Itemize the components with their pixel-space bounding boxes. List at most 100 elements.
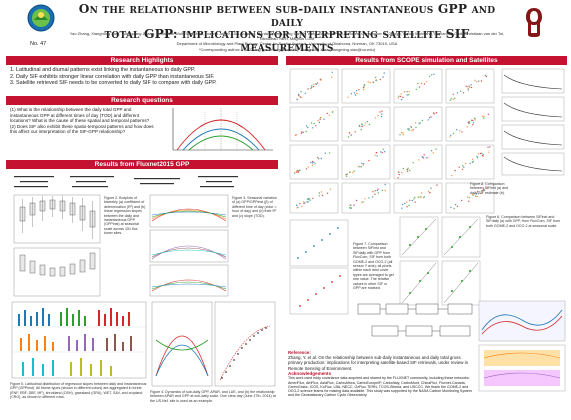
scatter-point [430,187,432,189]
scatter-point [363,86,365,88]
scatter-point [427,119,429,121]
questions-banner: Research questions [6,96,278,105]
scatter-point [318,121,321,124]
scatter-point [415,88,417,91]
scatter-point [324,152,326,154]
scatter-point [310,161,312,164]
scatter-point [397,177,399,179]
scatter-point [377,192,379,194]
scatter-point [320,116,322,119]
scatter-point [461,168,464,171]
scatter-point [355,89,358,92]
scatter-point [411,199,413,202]
scatter-point [480,192,482,195]
scatter-point [347,136,350,138]
scatter-point [317,157,320,160]
conference-seal-icon [27,4,55,32]
scatter-point [296,204,298,206]
scatter-point [406,94,408,96]
scatter-point [427,157,429,159]
scatter-point [305,168,308,170]
scatter-point [414,201,416,203]
scatter-point [375,79,377,82]
scatter-point [299,203,301,205]
scatter-point [475,195,477,197]
scatter-point [482,188,485,190]
scatter-point [408,204,410,207]
scatter-point [399,134,401,136]
scatter-point [465,85,467,87]
scatter-point [379,78,381,81]
scatter-point [384,189,386,192]
scatter-point [302,131,304,134]
scatter-point [315,83,317,85]
scatter-point [481,152,483,154]
scatter-point [353,204,355,206]
question-item: (2) Does SIF also exhibit these spatio-t… [10,123,154,135]
scatter-point [428,117,431,119]
scatter-point [307,126,309,129]
scatter-point [433,73,435,75]
highlights-list: 1. Latitudinal and diurnal patterns exis… [10,67,280,87]
scatter-point [308,197,310,200]
scatter-point [488,151,490,153]
scatter-point [408,94,410,96]
scatter-point [435,112,438,114]
author-block: Yao Zhang, Xiangming Xiao, Yongguang Zha… [62,31,512,52]
scatter-point [312,85,315,88]
scatter-point [306,201,308,203]
scatter-point [400,93,402,95]
author-list: Yao Zhang, Xiangming Xiao, Yongguang Zha… [69,31,505,42]
scatter-point [384,183,386,186]
scatter-point [483,115,485,118]
scatter-point [476,157,479,159]
scatter-point [400,98,403,101]
scatter-point [363,124,365,127]
scatter-point [349,207,351,209]
scatter-point [451,174,453,177]
scatter-point [436,184,438,186]
scatter-point [313,83,315,86]
scatter-point [456,205,459,208]
scatter-point [434,113,436,115]
scatter-point [294,134,297,137]
scatter-point [420,192,423,194]
scatter-point [303,201,305,203]
scatter-point [312,197,314,199]
scatter-point [367,81,369,83]
scatter-point [471,161,474,164]
scatter-point [410,126,412,128]
scatter-point [474,193,476,195]
scatter-point [464,162,467,165]
fluxnet-banner: Results from Fluxnet2015 GPP [6,160,278,169]
scatter-point [415,126,417,129]
scatter-point [316,82,319,84]
scatter-point [397,171,400,173]
scatter-point [323,118,325,120]
scatter-point [304,202,306,204]
scatter-point [477,153,479,155]
scatter-point [321,194,324,197]
scatter-point [348,132,351,134]
scatter-point [418,159,420,161]
scatter-point [368,197,370,199]
scatter-point [421,119,424,122]
scatter-point [354,94,357,96]
scatter-point [362,201,364,203]
scatter-point [402,167,404,170]
scatter-point [408,128,410,130]
scatter-point [311,85,313,87]
scatter-point [430,116,432,118]
figure-8-caption: Figure 8. Comparison between SIFinst (a)… [470,182,509,195]
scatter-point [450,206,452,209]
scatter-point [467,121,469,123]
scatter-point [449,136,451,138]
scatter-point [407,167,409,169]
scatter-point [431,74,433,76]
scatter-point [382,148,384,150]
scatter-point [406,206,408,208]
scatter-point [413,198,415,200]
scatter-point [480,80,483,82]
highlight-item: 1. Latitudinal and diurnal patterns exis… [10,67,196,73]
scatter-point [376,189,379,192]
